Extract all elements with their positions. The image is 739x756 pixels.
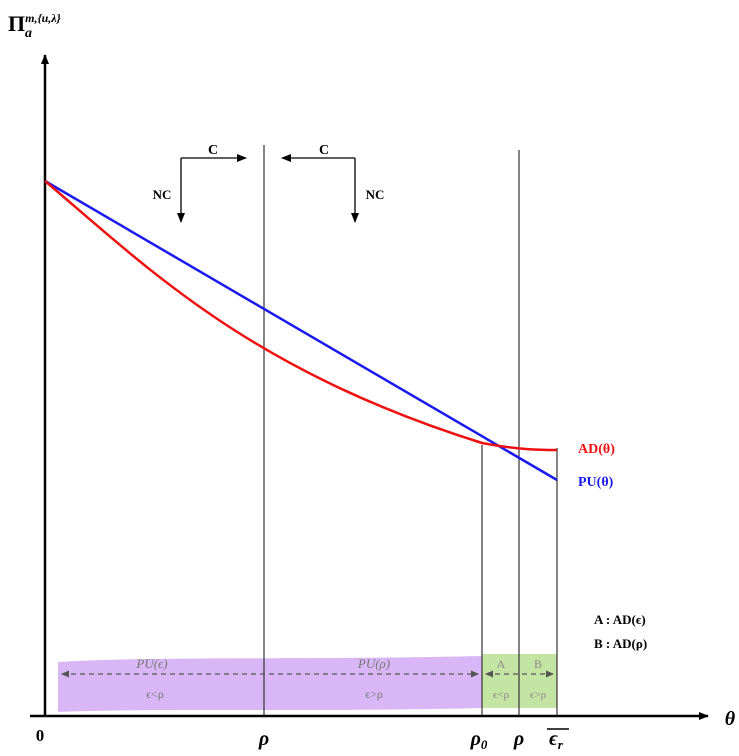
purple-highlight-band (58, 656, 482, 712)
x-tick-rho-left: ρ (258, 728, 269, 750)
region-a-label: A (497, 657, 506, 671)
band-label-eps-lt-rho-right: ϵ<ρ (493, 689, 510, 701)
region-b-label: B (534, 657, 542, 671)
x-axis-label: θ (725, 708, 736, 730)
flow-label-right-nc: NC (366, 187, 385, 202)
band-label-eps-gt-rho-left: ϵ>ρ (365, 687, 383, 701)
flow-label-left-nc: NC (153, 187, 172, 202)
flow-label-right-c: C (319, 143, 329, 158)
origin-label: 0 (36, 726, 45, 745)
x-tick-rho0: ρ0 (470, 728, 488, 752)
band-label-eps-gt-rho-right: ϵ>ρ (530, 689, 547, 701)
y-axis-label: Πm,{u,λ} a (8, 11, 62, 41)
ad-curve-label: AD(θ) (578, 442, 615, 457)
x-tick-rho-right: ρ (513, 728, 524, 750)
legend-b: B : AD(ρ) (594, 636, 647, 651)
band-label-pu-rho: PU(ρ) (357, 656, 390, 671)
band-label-eps-lt-rho-left: ϵ<ρ (146, 687, 164, 701)
legend-a: A : AD(ϵ) (594, 612, 646, 627)
pu-curve (44, 179, 558, 482)
x-tick-eps-r: ϵr (549, 728, 564, 752)
band-label-pu-eps: PU(ϵ) (135, 656, 167, 671)
pu-curve-label: PU(θ) (578, 475, 614, 490)
flow-label-left-c: C (208, 143, 218, 158)
ad-curve (44, 180, 558, 452)
